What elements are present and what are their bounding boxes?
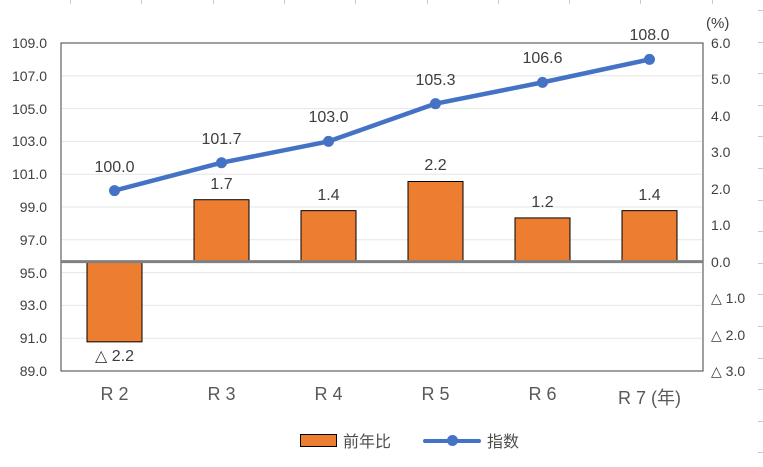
spreadsheet-row-tick	[758, 326, 763, 327]
category-label: R 3	[207, 384, 236, 404]
right-axis-tick-label: △ 2.0	[711, 326, 746, 343]
bar-series-swatch-icon	[299, 433, 337, 447]
spreadsheet-row-tick	[758, 231, 763, 233]
spreadsheet-column-tick	[426, 0, 428, 4]
spreadsheet-column-tick	[70, 0, 71, 4]
bar-data-label: 1.4	[638, 186, 661, 204]
line-data-label: 106.6	[522, 50, 563, 68]
category-label: R 7 (年)	[618, 388, 681, 408]
legend-item-line-series[interactable]: 指数	[423, 428, 519, 452]
left-axis-tick-label: 89.0	[19, 363, 47, 379]
bar-2	[300, 210, 357, 263]
spreadsheet-row-tick	[758, 389, 763, 391]
spreadsheet-row-tick	[758, 420, 763, 422]
spreadsheet-column-tick	[212, 0, 214, 4]
right-axis-tick-label: 6.0	[711, 35, 731, 51]
bar-data-label: 1.4	[317, 186, 340, 204]
left-axis-tick-label: 97.0	[19, 231, 47, 248]
left-axis-tick-label: 101.0	[11, 166, 47, 183]
spreadsheet-column-tick	[640, 0, 642, 4]
left-axis-tick-label: 103.0	[11, 133, 47, 150]
line-series-swatch-icon	[423, 434, 481, 446]
legend-label-bar: 前年比	[342, 434, 391, 451]
chart-legend: 前年比 指数	[0, 428, 763, 452]
spreadsheet-row-tick	[758, 452, 763, 454]
right-axis-tick-label: 5.0	[711, 71, 731, 88]
bar-1	[193, 199, 250, 263]
right-axis-tick-label: △ 3.0	[711, 363, 746, 379]
legend-label-line: 指数	[487, 434, 520, 451]
category-label: R 6	[528, 384, 557, 404]
spreadsheet-row-tick	[758, 136, 763, 138]
spreadsheet-column-tick	[497, 0, 499, 4]
spreadsheet-row-tick	[758, 357, 763, 359]
line-data-label: 108.0	[629, 27, 670, 45]
left-axis-tick-label: 95.0	[19, 264, 47, 281]
spreadsheet-row-tick	[758, 168, 763, 169]
line-data-label: 105.3	[415, 71, 456, 89]
spreadsheet-column-tick	[141, 0, 143, 4]
category-label: R 5	[421, 384, 450, 404]
left-axis-tick-label: 91.0	[19, 330, 47, 347]
line-data-label: 100.0	[94, 158, 135, 176]
bar-data-label: 1.7	[210, 175, 233, 193]
bar-3	[407, 180, 464, 263]
spreadsheet-row-tick	[758, 104, 763, 106]
right-axis-unit-label: (%)	[706, 15, 730, 32]
spreadsheet-row-tick	[758, 10, 763, 11]
line-marker-1	[216, 157, 227, 169]
right-axis-tick-label: 2.0	[711, 180, 731, 197]
spreadsheet-column-tick	[283, 0, 285, 4]
left-axis-tick-label: 93.0	[19, 297, 47, 314]
spreadsheet-row-tick	[758, 73, 763, 75]
bar-0	[86, 261, 143, 343]
spreadsheet-row-tick	[758, 294, 763, 296]
left-axis-tick-label: 107.0	[11, 67, 47, 84]
spreadsheet-row-tick	[758, 41, 763, 43]
spreadsheet-column-tick	[711, 0, 713, 4]
left-axis-tick-label: 109.0	[11, 35, 47, 51]
left-axis-tick-label: 105.0	[11, 100, 47, 117]
bar-data-label: △ 2.2	[95, 347, 134, 365]
bar-5	[621, 210, 678, 263]
category-label: R 2	[100, 384, 129, 404]
spreadsheet-column-tick	[355, 0, 357, 4]
spreadsheet-row-tick	[758, 199, 763, 201]
line-marker-4	[537, 76, 548, 88]
index-line	[112, 57, 652, 193]
right-axis-tick-label: 1.0	[711, 217, 731, 234]
line-marker-0	[109, 185, 120, 197]
left-axis-tick-label: 99.0	[19, 199, 47, 215]
line-marker-5	[644, 53, 655, 65]
right-axis-tick-label: 4.0	[711, 107, 731, 124]
right-axis-tick-label: 0.0	[711, 253, 731, 270]
line-data-label: 103.0	[308, 109, 349, 127]
right-axis-tick-label: △ 1.0	[711, 290, 746, 307]
line-data-label: 101.7	[201, 130, 242, 148]
plot-area-border	[60, 42, 704, 372]
right-axis-tick-label: 3.0	[711, 144, 731, 161]
spreadsheet-row-tick	[758, 262, 763, 264]
category-label: R 4	[314, 384, 343, 404]
bar-data-label: 2.2	[424, 157, 447, 175]
line-marker-2	[323, 135, 334, 147]
line-marker-3	[430, 98, 441, 110]
bar-4	[514, 217, 571, 263]
spreadsheet-column-tick	[569, 0, 571, 4]
bar-data-label: 1.2	[531, 193, 554, 211]
legend-item-bar-series[interactable]: 前年比	[299, 428, 391, 452]
